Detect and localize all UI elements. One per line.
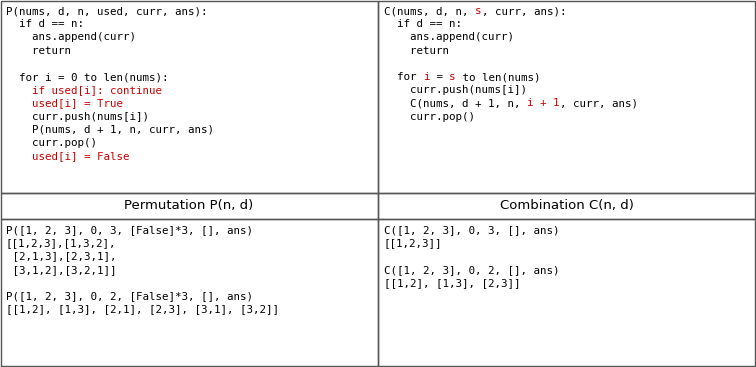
Text: , curr, ans):: , curr, ans):	[482, 6, 566, 16]
Text: if d == n:: if d == n:	[6, 19, 84, 29]
Text: [[1,2,3]]: [[1,2,3]]	[384, 238, 442, 248]
Text: P(nums, d, n, used, curr, ans):: P(nums, d, n, used, curr, ans):	[6, 6, 207, 16]
Bar	[378, 193, 755, 219]
Text: C(nums, d, n,: C(nums, d, n,	[384, 6, 475, 16]
Bar	[378, 1, 755, 193]
Text: curr.push(nums[i]): curr.push(nums[i])	[6, 112, 149, 121]
Text: used[i] = False: used[i] = False	[6, 151, 129, 161]
Text: P(nums, d + 1, n, curr, ans): P(nums, d + 1, n, curr, ans)	[6, 125, 214, 135]
Text: Permutation P(n, d): Permutation P(n, d)	[125, 200, 253, 212]
Text: return: return	[384, 46, 449, 55]
Text: C([1, 2, 3], 0, 3, [], ans): C([1, 2, 3], 0, 3, [], ans)	[384, 225, 559, 235]
Text: s: s	[449, 72, 456, 82]
Text: =: =	[429, 72, 449, 82]
Text: curr.pop(): curr.pop()	[384, 112, 475, 121]
Text: [3,1,2],[3,2,1]]: [3,1,2],[3,2,1]]	[6, 265, 116, 275]
Text: to len(nums): to len(nums)	[456, 72, 540, 82]
Bar	[378, 219, 755, 366]
Text: , curr, ans): , curr, ans)	[559, 98, 637, 108]
Text: if d == n:: if d == n:	[384, 19, 462, 29]
Text: if used[i]: continue: if used[i]: continue	[6, 85, 162, 95]
Text: i: i	[423, 72, 429, 82]
Text: curr.push(nums[i]): curr.push(nums[i])	[384, 85, 527, 95]
Text: return: return	[6, 46, 71, 55]
Text: C(nums, d + 1, n,: C(nums, d + 1, n,	[384, 98, 527, 108]
Text: for i = 0 to len(nums):: for i = 0 to len(nums):	[6, 72, 169, 82]
Bar	[1, 219, 378, 366]
Text: s: s	[475, 6, 482, 16]
Text: [[1,2], [1,3], [2,3]]: [[1,2], [1,3], [2,3]]	[384, 278, 520, 288]
Text: ans.append(curr): ans.append(curr)	[6, 32, 136, 43]
Text: [[1,2], [1,3], [2,1], [2,3], [3,1], [3,2]]: [[1,2], [1,3], [2,1], [2,3], [3,1], [3,2…	[6, 304, 279, 314]
Text: ans.append(curr): ans.append(curr)	[384, 32, 514, 43]
Text: [[1,2,3],[1,3,2],: [[1,2,3],[1,3,2],	[6, 238, 116, 248]
Text: P([1, 2, 3], 0, 3, [False]*3, [], ans): P([1, 2, 3], 0, 3, [False]*3, [], ans)	[6, 225, 253, 235]
Bar	[1, 1, 378, 193]
Bar	[1, 193, 378, 219]
Text: [2,1,3],[2,3,1],: [2,1,3],[2,3,1],	[6, 251, 116, 261]
Text: Combination C(n, d): Combination C(n, d)	[500, 200, 634, 212]
Text: curr.pop(): curr.pop()	[6, 138, 97, 148]
Text: for: for	[384, 72, 423, 82]
Text: used[i] = True: used[i] = True	[6, 98, 123, 108]
Text: P([1, 2, 3], 0, 2, [False]*3, [], ans): P([1, 2, 3], 0, 2, [False]*3, [], ans)	[6, 291, 253, 301]
Text: i + 1: i + 1	[527, 98, 559, 108]
Text: C([1, 2, 3], 0, 2, [], ans): C([1, 2, 3], 0, 2, [], ans)	[384, 265, 559, 275]
